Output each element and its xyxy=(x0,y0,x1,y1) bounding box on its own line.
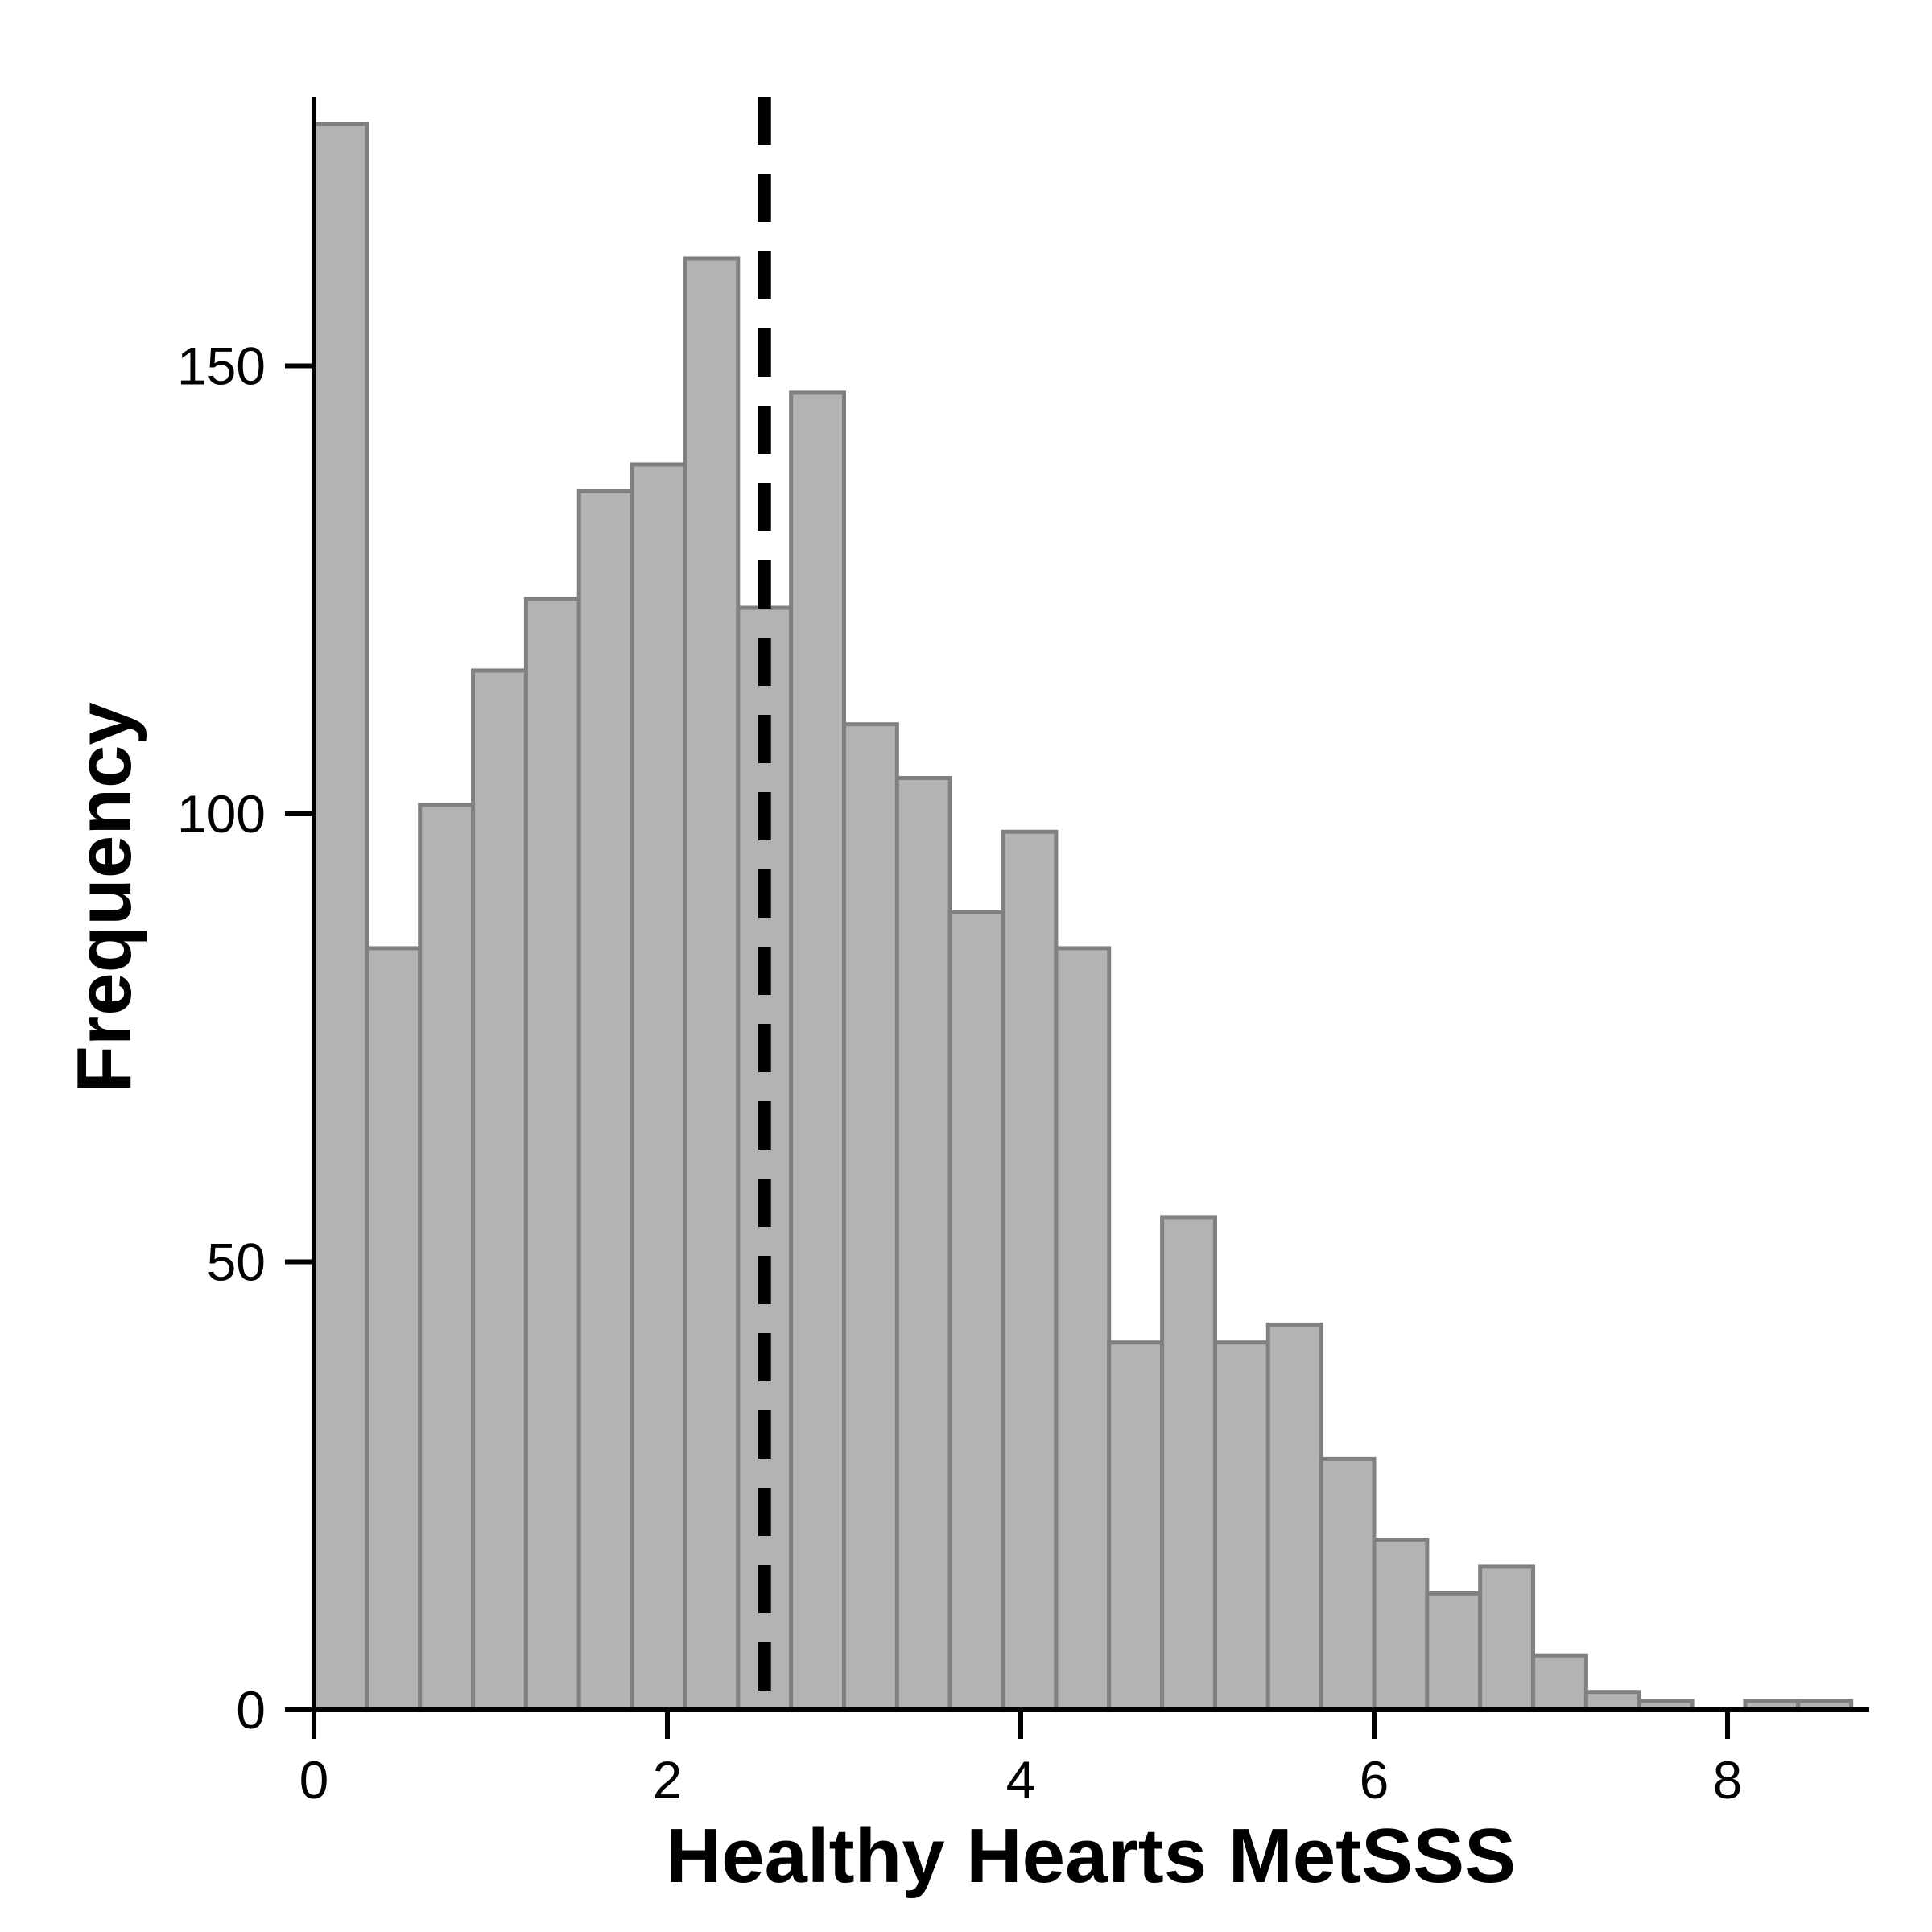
histogram-bar xyxy=(1583,1690,1641,1712)
histogram-bar xyxy=(312,122,369,1712)
histogram-bar xyxy=(1160,1215,1217,1712)
histogram-bar xyxy=(1531,1653,1588,1712)
y-tick-label: 0 xyxy=(236,1680,266,1740)
histogram-bar xyxy=(947,910,1005,1712)
axes xyxy=(285,97,1869,1739)
x-axis-title: Healthy Hearts MetSSS xyxy=(666,1813,1516,1899)
histogram-bar xyxy=(630,462,687,1712)
histogram-bar xyxy=(576,489,634,1712)
y-tick-label: 100 xyxy=(177,784,266,844)
histogram-bar xyxy=(1372,1538,1430,1712)
x-tick-label: 8 xyxy=(1713,1750,1743,1810)
histogram-bar xyxy=(842,722,899,1712)
histogram-bar xyxy=(1265,1322,1323,1712)
histogram-bar xyxy=(1001,829,1059,1712)
y-tick-label: 150 xyxy=(177,336,266,396)
histogram-bar xyxy=(365,946,423,1712)
x-tick-label: 4 xyxy=(1006,1750,1036,1810)
y-tick-label: 50 xyxy=(207,1232,266,1292)
histogram-bar xyxy=(418,803,476,1712)
histogram-bar xyxy=(1212,1340,1270,1712)
histogram-bar xyxy=(736,605,794,1712)
histogram-bar xyxy=(471,668,528,1712)
y-axis-ticks: 0 50 100 150 xyxy=(177,336,314,1740)
histogram-bar xyxy=(1478,1564,1536,1712)
histogram-bar xyxy=(1319,1456,1377,1712)
histogram-bar xyxy=(894,775,952,1712)
x-tick-label: 0 xyxy=(299,1750,329,1810)
histogram-bar xyxy=(1425,1591,1483,1712)
y-axis-title: Frequency xyxy=(61,702,147,1092)
histogram-bar xyxy=(683,256,741,1712)
histogram-bar xyxy=(1107,1340,1165,1712)
x-axis-ticks: 0 2 4 6 8 xyxy=(299,1710,1743,1810)
x-tick-label: 6 xyxy=(1360,1750,1389,1810)
histogram-bar xyxy=(1054,946,1112,1712)
histogram-bar xyxy=(789,390,847,1712)
histogram-bar xyxy=(523,597,581,1712)
histogram-bars xyxy=(312,122,1854,1712)
x-tick-label: 2 xyxy=(653,1750,683,1810)
